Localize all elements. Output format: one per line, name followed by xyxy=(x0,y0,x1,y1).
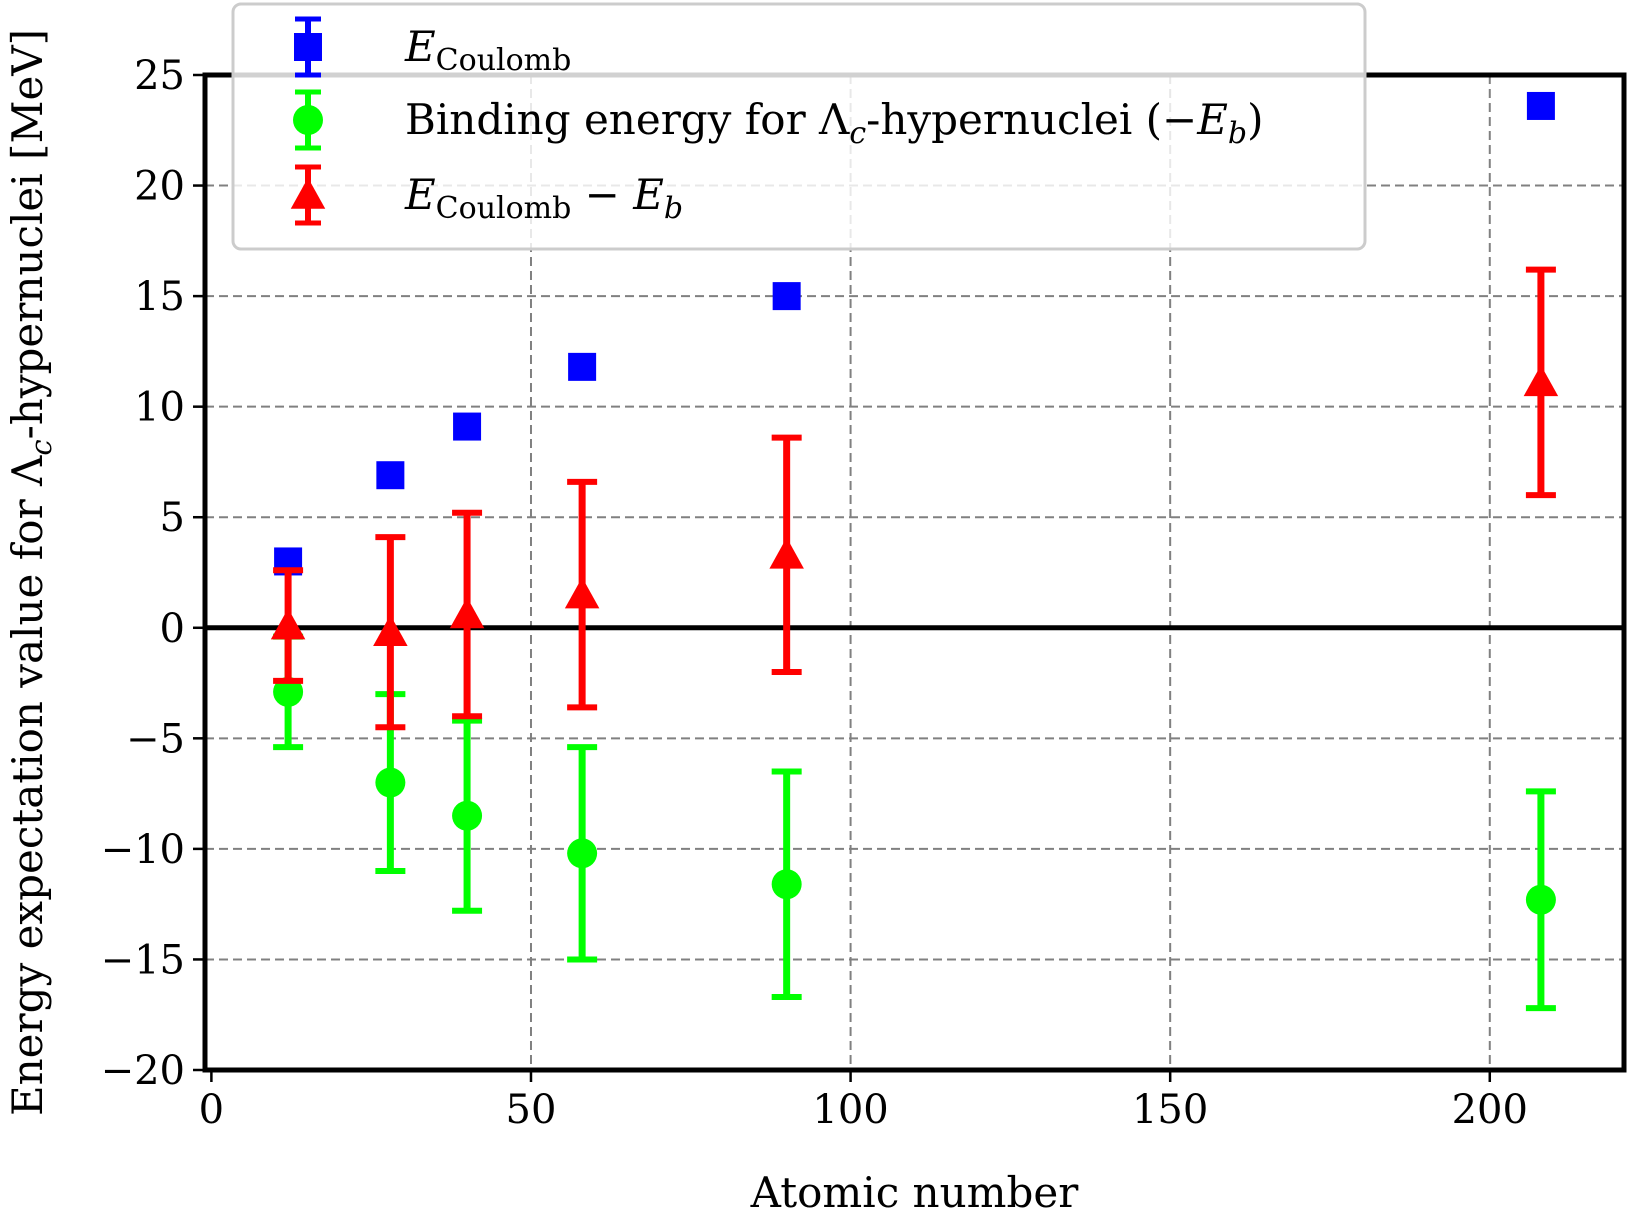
x-tick-label: 50 xyxy=(506,1087,557,1133)
data-point xyxy=(1525,884,1556,915)
y-tick-label: −20 xyxy=(101,1048,185,1094)
y-tick-label: −15 xyxy=(101,937,185,983)
data-point xyxy=(772,282,801,311)
series-circle xyxy=(273,633,1556,1012)
data-point xyxy=(452,800,483,831)
y-tick-label: 15 xyxy=(134,274,185,320)
data-point xyxy=(373,614,408,646)
data-point xyxy=(376,461,405,490)
data-point xyxy=(449,597,485,629)
legend-marker xyxy=(290,177,326,209)
data-point xyxy=(273,676,304,707)
axis-ticks: 0 50 100 150 200 −20 −15 −10 −5 0 5 10 15 20 25 xyxy=(101,53,1528,1133)
y-tick-label: 10 xyxy=(134,385,185,431)
x-tick-label: 100 xyxy=(812,1087,888,1133)
legend-label: ECoulomb − Eb xyxy=(404,170,683,226)
legend-marker xyxy=(294,33,322,61)
legend-label: Binding energy for Λc-hypernuclei (−Eb) xyxy=(405,95,1264,151)
y-axis-label: Energy expectation value for Λc-hypernuc… xyxy=(3,29,58,1116)
data-series xyxy=(270,91,1559,1012)
data-point xyxy=(375,767,406,798)
series-triangle xyxy=(270,266,1559,731)
data-point xyxy=(453,412,482,441)
x-tick-label: 200 xyxy=(1452,1087,1528,1133)
y-tick-label: −5 xyxy=(126,716,185,762)
data-point xyxy=(1523,365,1559,397)
y-tick-label: 25 xyxy=(134,53,185,99)
x-axis-label: Atomic number xyxy=(750,1168,1080,1210)
y-tick-label: −10 xyxy=(101,827,185,873)
data-point xyxy=(568,352,597,381)
data-point xyxy=(567,838,598,869)
legend: ECoulomb Binding energy for Λc-hypernucle… xyxy=(231,2,1367,251)
x-tick-label: 0 xyxy=(199,1087,224,1133)
data-point xyxy=(270,608,306,640)
data-point xyxy=(564,577,600,609)
y-tick-label: 20 xyxy=(134,164,185,210)
data-point xyxy=(771,869,802,900)
y-tick-label: 0 xyxy=(160,606,185,652)
data-point xyxy=(1526,91,1555,120)
legend-label: ECoulomb xyxy=(404,22,571,78)
x-tick-label: 150 xyxy=(1132,1087,1208,1133)
legend-marker xyxy=(293,105,323,135)
y-tick-label: 5 xyxy=(160,495,185,541)
legend-box xyxy=(231,2,1367,251)
data-point xyxy=(769,537,804,569)
series-square xyxy=(274,91,1555,576)
